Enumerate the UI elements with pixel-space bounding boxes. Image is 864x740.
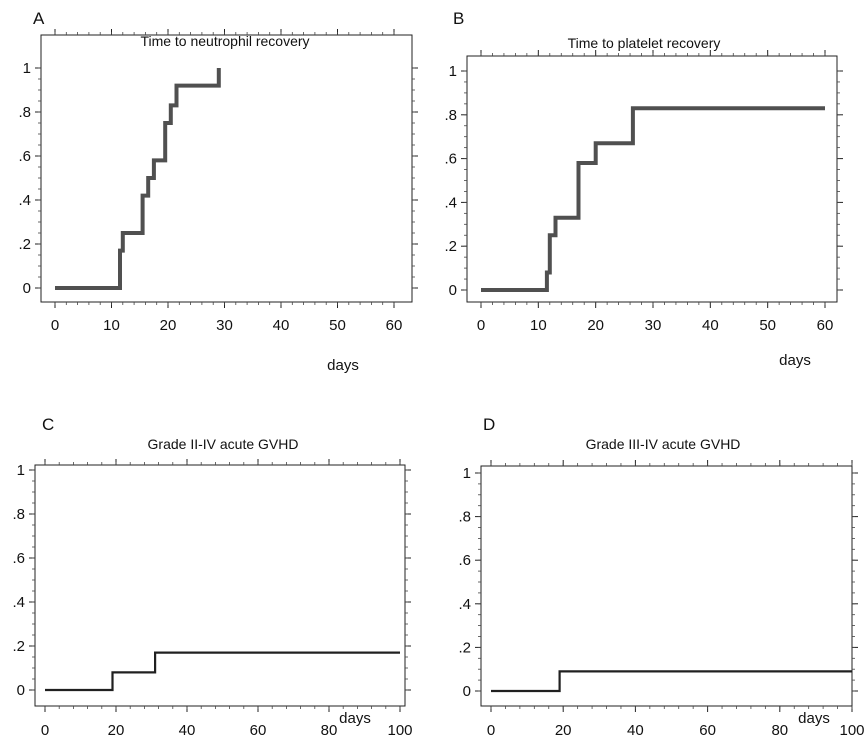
panel-d-step-curve: [491, 670, 852, 693]
panel-c-x-tick-label: 0: [41, 722, 49, 739]
panel-a-y-tick-label: .4: [18, 192, 31, 209]
panel-d-y-tick-label: .2: [458, 639, 471, 656]
panel-b-x-tick-label: 0: [477, 317, 485, 334]
panel-c-x-tick-label: 40: [179, 722, 196, 739]
panel-c-title: Grade II-IV acute GVHD: [148, 436, 299, 452]
panel-d-y-tick-label: 1: [463, 465, 471, 482]
panel-a-y-tick-label: .2: [18, 236, 31, 253]
panel-d-letter: D: [483, 415, 495, 434]
panel-a-x-tick-label: 30: [216, 317, 233, 334]
panel-a-y-tick-label: 1: [23, 60, 31, 77]
panel-c-step-curve: [45, 651, 400, 692]
panel-b-x-tick-label: 40: [702, 317, 719, 334]
panel-c-letter: C: [42, 415, 54, 434]
panel-c-x-tick-label: 60: [250, 722, 267, 739]
panel-a-plot-frame: [40, 34, 413, 303]
panel-b-x-tick-label: 10: [530, 317, 547, 334]
panel-b-y-tick-label: .2: [444, 238, 457, 255]
panel-b-step-curve: [481, 106, 825, 292]
panel-d-x-tick-label: 60: [699, 722, 716, 739]
panel-a-x-tick-label: 0: [51, 317, 59, 334]
panel-c-x-tick-label: 100: [387, 722, 412, 739]
panel-b-y-tick-label: .4: [444, 194, 457, 211]
panel-d-y-tick-label: .8: [458, 509, 471, 526]
panel-c-y-tick-label: .2: [12, 638, 25, 655]
panel-a-letter: A: [33, 9, 45, 28]
panel-a-y-tick-label: 0: [23, 280, 31, 297]
panel-b-x-tick-label: 60: [817, 317, 834, 334]
panel-d-y-tick-label: 0: [463, 683, 471, 700]
panel-d-x-tick-label: 0: [487, 722, 495, 739]
panel-b-title: Time to platelet recovery: [568, 35, 721, 51]
panel-a-x-tick-label: 50: [329, 317, 346, 334]
panel-d-x-tick-label: 20: [555, 722, 572, 739]
panel-b-plot-frame: [466, 55, 838, 303]
panel-a-x-tick-label: 40: [273, 317, 290, 334]
panel-b-x-tick-label: 50: [759, 317, 776, 334]
panel-d-x-tick-label: 100: [839, 722, 864, 739]
panel-c-y-tick-label: 1: [17, 462, 25, 479]
panel-a-x-axis-label: days: [327, 357, 359, 374]
panel-d-y-tick-label: .6: [458, 552, 471, 569]
panel-d-x-axis-label: days: [798, 710, 830, 727]
panel-c-x-tick-label: 80: [321, 722, 338, 739]
panel-d-plot-frame: [480, 465, 853, 707]
panel-c-plot-frame: [34, 464, 406, 707]
panel-b-x-axis-label: days: [779, 352, 811, 369]
panel-a-y-tick-label: .6: [18, 148, 31, 165]
panel-a-y-tick-label: .8: [18, 104, 31, 121]
panel-c-y-tick-label: .6: [12, 550, 25, 567]
panel-b-letter: B: [453, 9, 464, 28]
panel-a-x-tick-label: 60: [386, 317, 403, 334]
panel-b-y-tick-label: 1: [449, 63, 457, 80]
panel-d-x-tick-label: 40: [627, 722, 644, 739]
panel-c-x-axis-label: days: [339, 710, 371, 727]
panel-c-y-tick-label: 0: [17, 682, 25, 699]
panel-c-y-tick-label: .8: [12, 506, 25, 523]
panel-b-y-tick-label: .6: [444, 151, 457, 168]
panel-c-y-tick-label: .4: [12, 594, 25, 611]
panel-b-y-tick-label: 0: [449, 282, 457, 299]
panel-c-x-tick-label: 20: [108, 722, 125, 739]
panel-a-step-curve: [55, 68, 221, 290]
panel-b-x-tick-label: 20: [587, 317, 604, 334]
panel-d-y-tick-label: .4: [458, 596, 471, 613]
panel-a-title: Time to neutrophil recovery: [140, 33, 309, 49]
panel-b-x-tick-label: 30: [645, 317, 662, 334]
panel-a-x-tick-label: 20: [160, 317, 177, 334]
panel-a-x-tick-label: 10: [103, 317, 120, 334]
panel-b-y-tick-label: .8: [444, 107, 457, 124]
panel-d-title: Grade III-IV acute GVHD: [586, 436, 741, 452]
panel-d-x-tick-label: 80: [771, 722, 788, 739]
